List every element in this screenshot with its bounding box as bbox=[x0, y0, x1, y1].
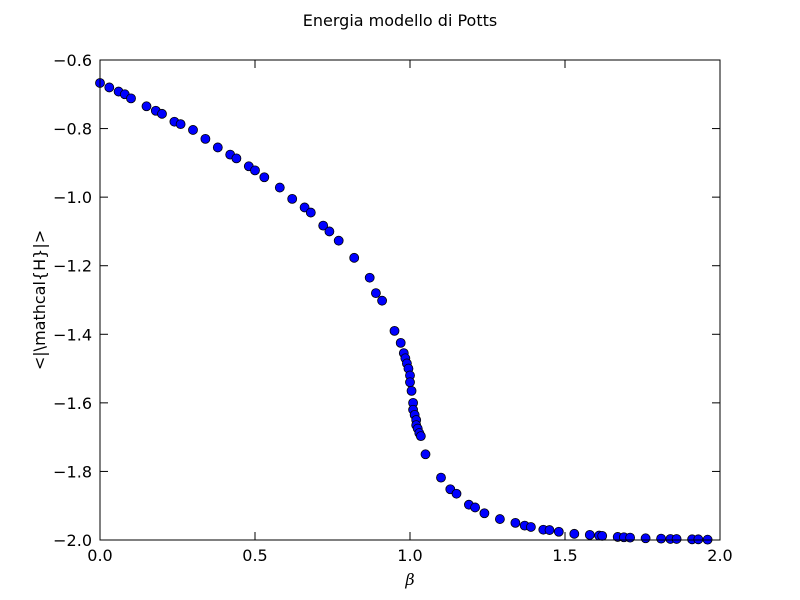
data-point bbox=[287, 193, 298, 204]
data-point bbox=[597, 530, 608, 541]
data-point bbox=[126, 93, 136, 104]
data-point bbox=[494, 514, 505, 524]
chart-title: Energia modello di Potts bbox=[303, 11, 497, 30]
data-point bbox=[406, 385, 417, 396]
data-point bbox=[479, 508, 490, 519]
y-tick-label: −1.6 bbox=[53, 394, 92, 413]
data-point bbox=[274, 182, 285, 193]
plot-frame bbox=[99, 59, 721, 541]
data-point bbox=[671, 534, 682, 544]
y-tick-label: −1.8 bbox=[53, 462, 92, 481]
data-point bbox=[333, 235, 344, 246]
data-point bbox=[305, 207, 316, 218]
data-point bbox=[544, 525, 555, 535]
data-point bbox=[640, 533, 651, 544]
data-point bbox=[526, 522, 536, 532]
data-point bbox=[451, 488, 462, 499]
data-point bbox=[364, 272, 375, 283]
y-tick-label: −0.8 bbox=[53, 120, 92, 139]
data-point bbox=[318, 220, 329, 231]
data-point bbox=[389, 325, 400, 336]
data-point bbox=[259, 172, 270, 183]
data-point bbox=[569, 528, 580, 539]
y-tick-label: −1.0 bbox=[53, 188, 92, 207]
y-axis-label: <|\mathcal{H}|> bbox=[30, 230, 49, 370]
y-tick-label: −2.0 bbox=[53, 531, 92, 550]
x-tick-label: 0.5 bbox=[242, 546, 267, 565]
data-point bbox=[470, 502, 481, 513]
data-point bbox=[212, 142, 223, 153]
y-tick-label: −0.6 bbox=[53, 51, 92, 70]
data-point bbox=[625, 532, 635, 543]
data-point bbox=[377, 295, 388, 306]
x-tick-label: 1.0 bbox=[397, 546, 422, 565]
data-point bbox=[584, 529, 595, 540]
data-point bbox=[200, 133, 211, 144]
data-point bbox=[420, 449, 431, 460]
data-point bbox=[324, 226, 335, 237]
data-point bbox=[510, 517, 521, 528]
data-point bbox=[175, 119, 186, 130]
data-point bbox=[693, 534, 704, 545]
data-point bbox=[656, 533, 666, 544]
x-tick-label: 1.5 bbox=[552, 546, 577, 565]
data-point bbox=[188, 125, 198, 135]
y-tick-label: −1.2 bbox=[53, 257, 92, 276]
data-point bbox=[395, 337, 406, 348]
data-point bbox=[405, 377, 415, 388]
data-point bbox=[553, 526, 564, 537]
data-point bbox=[157, 108, 167, 119]
data-point bbox=[250, 165, 260, 176]
data-point bbox=[370, 288, 381, 299]
data-point bbox=[231, 153, 242, 164]
x-axis-label: β bbox=[404, 570, 414, 589]
data-point bbox=[104, 82, 115, 93]
data-point bbox=[415, 431, 426, 442]
points-layer bbox=[95, 78, 713, 545]
y-tick-label: −1.4 bbox=[53, 325, 92, 344]
ticks-layer: 0.0 0.5 1.0 1.5 2.0 −0.6 −0.8 −1.0 −1.2 −1.4 −1.6 −… bbox=[53, 51, 733, 565]
data-point bbox=[349, 252, 360, 263]
x-tick-label: 2.0 bbox=[707, 546, 732, 565]
data-point bbox=[436, 472, 446, 483]
data-point bbox=[141, 101, 152, 112]
x-tick-label: 0.0 bbox=[87, 546, 112, 565]
